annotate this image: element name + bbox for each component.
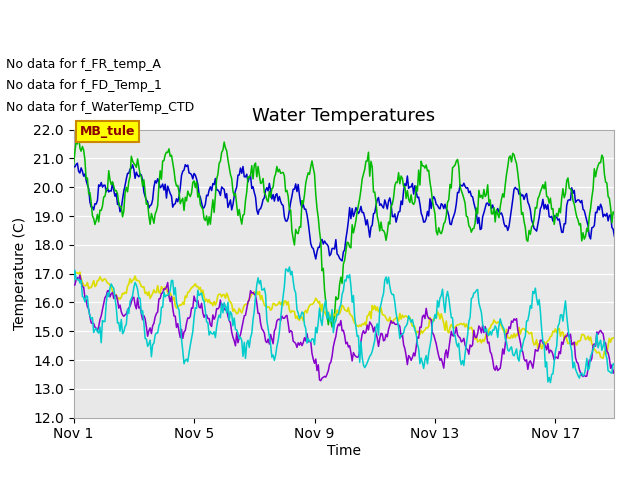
Text: No data for f_WaterTemp_CTD: No data for f_WaterTemp_CTD [6, 101, 195, 114]
FR_temp_C [447, 185, 455, 191]
CondTemp [500, 351, 508, 357]
FR_temp_B [611, 233, 618, 239]
WaterT [611, 335, 618, 340]
FR_temp_C [386, 221, 394, 227]
WaterT [446, 324, 454, 330]
WaterT [499, 326, 507, 332]
Title: Water Temperatures: Water Temperatures [252, 107, 436, 125]
Text: MB_tule: MB_tule [80, 125, 136, 138]
Line: FR_temp_B: FR_temp_B [74, 163, 614, 261]
MDTemp_A [547, 380, 554, 385]
MDTemp_A [111, 295, 119, 301]
WaterT [113, 292, 120, 298]
Legend: FR_temp_B, FR_temp_C, WaterT, CondTemp, MDTemp_A: FR_temp_B, FR_temp_C, WaterT, CondTemp, … [52, 476, 636, 480]
CondTemp [489, 357, 497, 363]
CondTemp [568, 342, 575, 348]
CondTemp [113, 292, 120, 298]
MDTemp_A [70, 279, 77, 285]
CondTemp [611, 367, 618, 373]
FR_temp_C [611, 211, 618, 216]
CondTemp [447, 328, 455, 334]
FR_temp_B [447, 222, 455, 228]
FR_temp_C [113, 188, 120, 193]
Line: FR_temp_C: FR_temp_C [74, 133, 614, 327]
CondTemp [70, 282, 77, 288]
MDTemp_A [285, 264, 293, 270]
MDTemp_A [568, 348, 575, 354]
FR_temp_B [568, 185, 575, 191]
Line: WaterT: WaterT [74, 272, 614, 358]
WaterT [70, 272, 77, 277]
FR_temp_C [568, 188, 575, 194]
Text: No data for f_FR_temp_A: No data for f_FR_temp_A [6, 58, 161, 71]
WaterT [599, 355, 607, 361]
MDTemp_A [611, 361, 618, 367]
Text: No data for f_FD_Temp_1: No data for f_FD_Temp_1 [6, 79, 163, 92]
MDTemp_A [499, 324, 507, 330]
FR_temp_B [70, 164, 77, 169]
Line: CondTemp: CondTemp [74, 275, 614, 381]
FR_temp_B [500, 220, 508, 226]
FR_temp_B [489, 202, 497, 208]
FR_temp_B [339, 258, 346, 264]
FR_temp_B [74, 160, 81, 166]
MDTemp_A [446, 305, 454, 311]
Line: MDTemp_A: MDTemp_A [74, 267, 614, 383]
FR_temp_C [328, 324, 336, 330]
FR_temp_C [70, 162, 77, 168]
WaterT [385, 318, 392, 324]
FR_temp_C [500, 194, 508, 200]
MDTemp_A [488, 332, 495, 338]
CondTemp [317, 378, 324, 384]
FR_temp_B [113, 191, 120, 196]
CondTemp [76, 272, 84, 278]
FR_temp_B [386, 195, 394, 201]
Y-axis label: Temperature (C): Temperature (C) [13, 217, 28, 330]
CondTemp [386, 322, 394, 328]
X-axis label: Time: Time [327, 444, 361, 458]
FR_temp_C [75, 130, 83, 136]
WaterT [566, 340, 574, 346]
FR_temp_C [489, 211, 497, 217]
WaterT [488, 322, 495, 328]
WaterT [76, 269, 84, 275]
MDTemp_A [385, 275, 392, 280]
